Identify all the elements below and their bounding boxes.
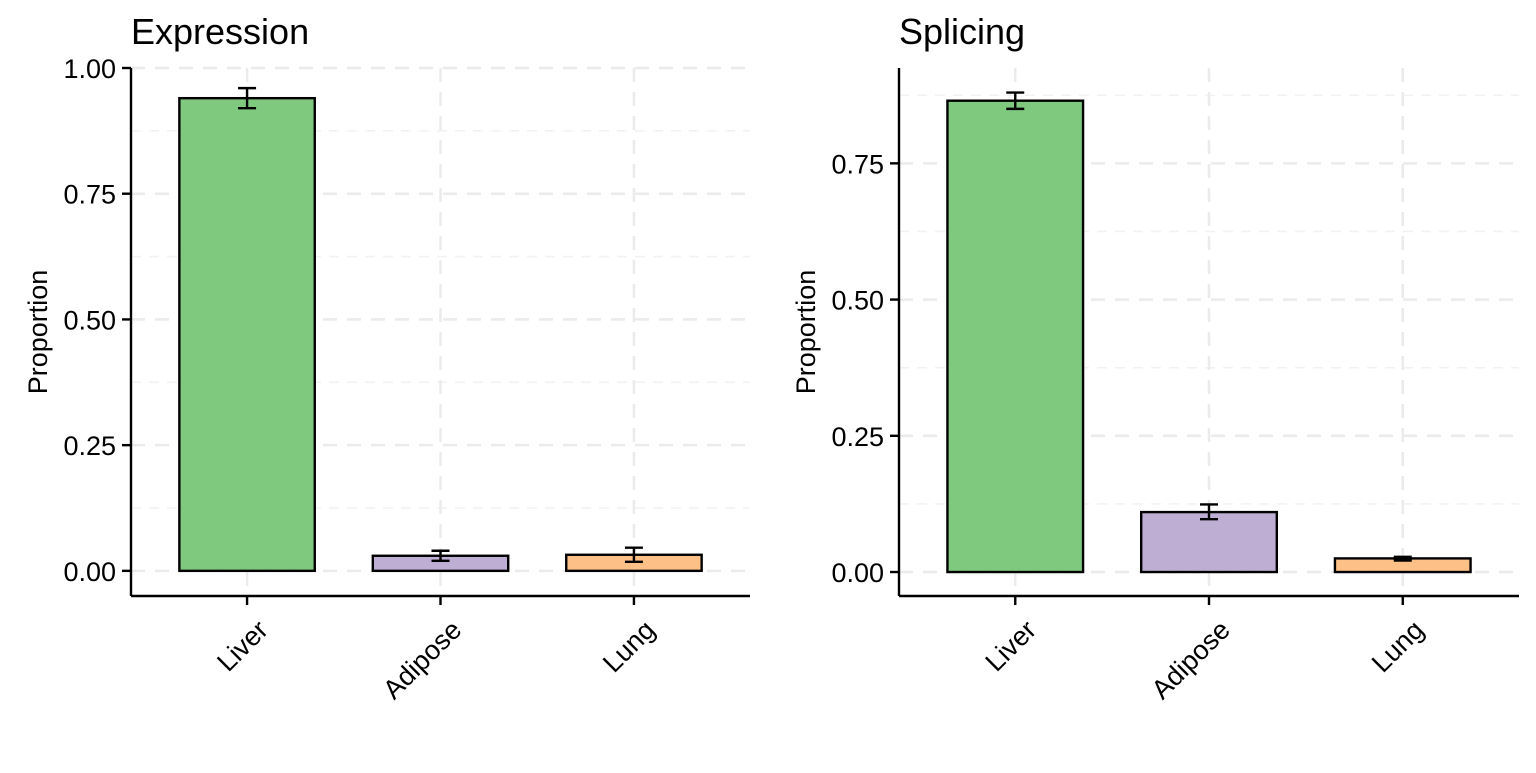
expression-errorbar-liver [238,86,257,110]
expression-x-tick-label-adipose: Adipose [377,615,467,705]
splicing-x-tick-label-lung: Lung [1366,615,1430,679]
expression-y-tick-label: 0.00 [63,557,116,587]
expression-panel: 0.00 0.25 0.50 0.75 1.00 Liver Adipose Lung Expr… [23,11,750,705]
splicing-errorbar-adipose [1200,503,1218,521]
splicing-y-tick-label: 0.75 [831,149,884,179]
expression-y-tick-label: 0.50 [63,305,116,335]
splicing-y-tick-label: 0.50 [831,286,884,316]
expression-y-tick-label: 1.00 [63,54,116,84]
splicing-panel: 0.00 0.25 0.50 0.75 Liver Adipose Lung Splicing… [791,11,1519,705]
splicing-x-tick-label-liver: Liver [979,615,1042,678]
expression-x-tick-label-lung: Lung [597,615,661,679]
splicing-errorbar-liver [1006,91,1025,111]
splicing-bar-adipose [1139,510,1279,574]
splicing-errorbar-lung [1393,555,1412,562]
expression-x-tick-label-liver: Liver [211,615,274,678]
splicing-bar-liver [946,99,1085,574]
splicing-title: Splicing [899,11,1025,52]
splicing-x-tick-label-adipose: Adipose [1146,615,1236,705]
splicing-y-tick-label: 0.00 [831,558,884,588]
expression-bar-liver [178,96,316,573]
expression-y-tick-label: 0.25 [63,431,116,461]
expression-title: Expression [131,11,309,52]
splicing-y-tick-label: 0.25 [831,422,884,452]
splicing-y-axis-title: Proportion [791,270,821,395]
expression-errorbar-adipose [431,549,450,562]
expression-errorbar-lung [624,546,643,564]
expression-y-tick-label: 0.75 [63,180,116,210]
expression-y-axis-title: Proportion [23,270,53,395]
